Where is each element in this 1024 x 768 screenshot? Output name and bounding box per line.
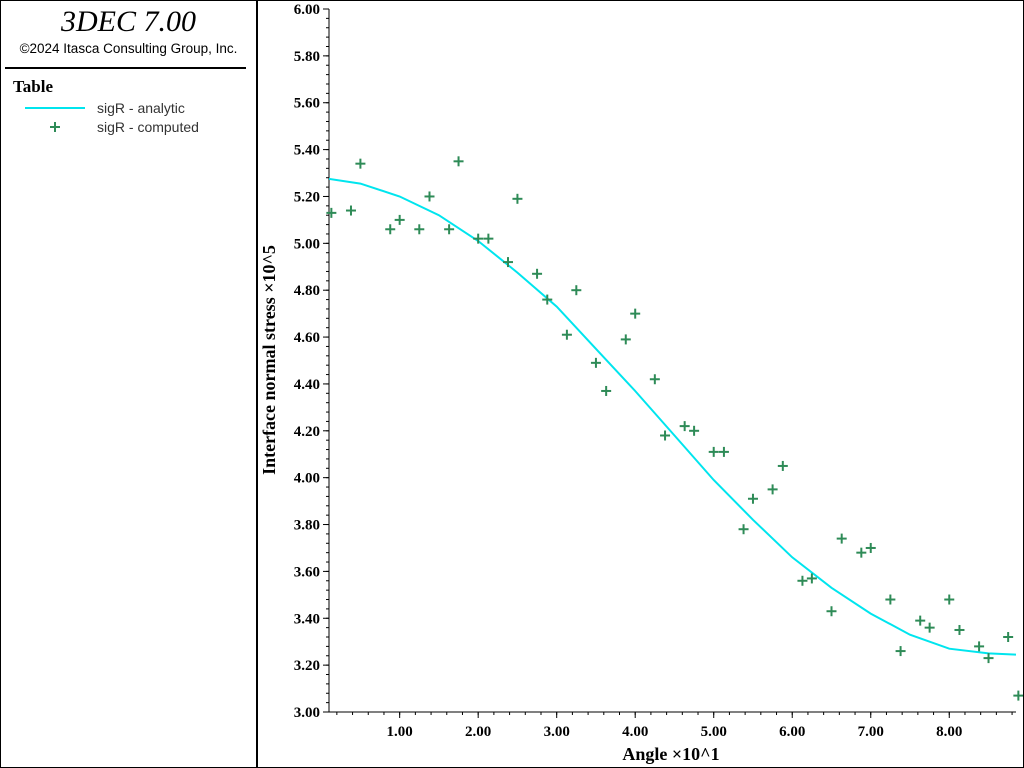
series-line-analytic: [329, 177, 1016, 656]
data-point-computed: [974, 641, 985, 652]
data-point-computed: [797, 575, 808, 586]
y-tick-label: 3.20: [294, 658, 320, 674]
data-point-computed: [679, 421, 690, 432]
data-point-computed: [885, 594, 896, 605]
y-tick-label: 3.80: [294, 518, 320, 534]
data-point-computed: [630, 308, 641, 319]
x-tick-label: 1.00: [387, 724, 413, 740]
data-point-computed: [542, 294, 553, 305]
y-tick-label: 4.20: [294, 424, 320, 440]
data-point-computed: [915, 615, 926, 626]
data-point-computed: [453, 156, 464, 167]
data-point-computed: [601, 385, 612, 396]
x-tick-label: 2.00: [465, 724, 491, 740]
y-tick-label: 5.20: [294, 189, 320, 205]
data-point-computed: [620, 334, 631, 345]
data-point-computed: [503, 257, 514, 268]
y-tick-label: 4.80: [294, 283, 320, 299]
data-point-computed: [571, 285, 582, 296]
data-point-computed: [444, 224, 455, 235]
data-point-computed: [1003, 632, 1014, 643]
line-marker-icon: [25, 107, 85, 109]
y-tick-label: 3.60: [294, 564, 320, 580]
data-point-computed: [590, 357, 601, 368]
data-point-computed: [983, 653, 994, 664]
data-point-computed: [924, 622, 935, 633]
data-point-computed: [865, 542, 876, 553]
y-tick-label: 4.40: [294, 377, 320, 393]
copyright-text: ©2024 Itasca Consulting Group, Inc.: [19, 41, 238, 56]
x-tick-label: 4.00: [622, 724, 648, 740]
data-point-computed: [806, 573, 817, 584]
x-tick-label: 3.00: [544, 724, 570, 740]
data-point-computed: [414, 224, 425, 235]
data-point-computed: [473, 233, 484, 244]
chart-area: 3.00 3.20 3.40 3.60 3.80 4.00 4.20 4.40 4.60 4.80…: [259, 2, 1023, 764]
title-legend-panel: 3DEC 7.00 ©2024 Itasca Consulting Group,…: [1, 1, 258, 767]
y-tick-label: 5.00: [294, 236, 320, 252]
data-point-computed: [954, 624, 965, 635]
data-point-computed: [1013, 690, 1023, 701]
y-tick-label: 5.80: [294, 49, 320, 65]
data-point-computed: [777, 460, 788, 471]
data-point-computed: [767, 484, 778, 495]
data-point-computed: [708, 446, 719, 457]
data-point-computed: [483, 233, 494, 244]
data-point-computed: [512, 193, 523, 204]
data-point-computed: [660, 430, 671, 441]
data-point-computed: [385, 224, 396, 235]
data-point-computed: [355, 158, 366, 169]
data-point-computed: [649, 374, 660, 385]
data-point-computed: [424, 191, 435, 202]
divider: [5, 67, 246, 69]
x-tick-label: 6.00: [779, 724, 805, 740]
data-point-computed: [738, 524, 749, 535]
y-axis-title: Interface normal stress ×10^5: [259, 245, 279, 475]
x-tick-label: 5.00: [701, 724, 727, 740]
data-point-computed: [826, 606, 837, 617]
y-tick-label: 3.00: [294, 705, 320, 721]
y-tick-label: 4.00: [294, 471, 320, 487]
y-tick-label: 3.40: [294, 611, 320, 627]
legend-title: Table: [13, 77, 54, 96]
x-tick-label: 8.00: [936, 724, 962, 740]
data-point-computed: [689, 425, 700, 436]
data-point-computed: [836, 533, 847, 544]
y-tick-label: 5.60: [294, 96, 320, 112]
legend-label-computed: sigR - computed: [97, 119, 199, 135]
legend-item-analytic: sigR - analytic: [23, 99, 253, 117]
legend-label-analytic: sigR - analytic: [97, 100, 185, 116]
plus-marker-icon: [50, 122, 60, 132]
data-point-computed: [345, 205, 356, 216]
legend-item-computed: sigR - computed: [23, 118, 253, 136]
x-axis-title: Angle ×10^1: [622, 744, 719, 764]
x-tick-label: 7.00: [858, 724, 884, 740]
data-point-computed: [747, 493, 758, 504]
axes: 3.00 3.20 3.40 3.60 3.80 4.00 4.20 4.40 4.60 4.80…: [294, 2, 1016, 740]
data-point-computed: [561, 329, 572, 340]
app-title: 3DEC 7.00: [61, 5, 196, 38]
data-point-computed: [944, 594, 955, 605]
y-tick-label: 6.00: [294, 2, 320, 18]
data-point-computed: [326, 207, 337, 218]
data-point-computed: [532, 268, 543, 279]
y-tick-label: 5.40: [294, 143, 320, 159]
data-point-computed: [856, 547, 867, 558]
y-tick-label: 4.60: [294, 330, 320, 346]
data-series: [326, 156, 1023, 701]
data-point-computed: [394, 214, 405, 225]
data-point-computed: [895, 646, 906, 657]
data-point-computed: [718, 446, 729, 457]
